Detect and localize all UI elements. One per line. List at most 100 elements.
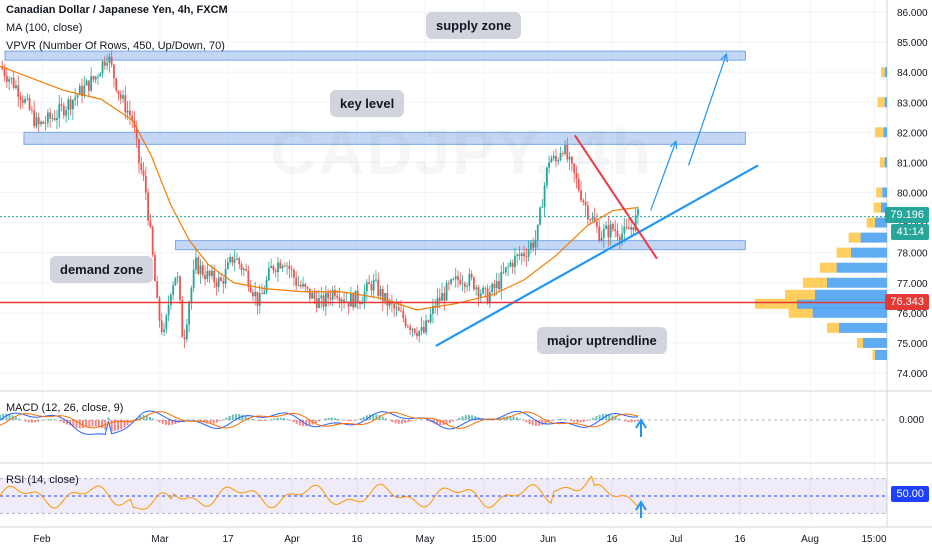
candle-body <box>256 291 259 306</box>
ma-indicator-label[interactable]: MA (100, close) <box>6 22 83 34</box>
candle-body <box>607 225 610 238</box>
macd-histogram-bar <box>65 420 68 425</box>
macd-histogram-bar <box>531 420 534 426</box>
macd-histogram-bar <box>464 415 467 420</box>
vpvr-down-bar <box>877 97 885 108</box>
macd-histogram-bar <box>14 416 17 420</box>
macd-histogram-bar <box>445 420 448 425</box>
candle-body <box>411 328 414 330</box>
macd-histogram-bar <box>343 420 346 421</box>
candle-body <box>304 283 307 288</box>
price-tick-label: 74.000 <box>897 369 928 380</box>
vpvr-down-bar <box>836 247 851 258</box>
macd-histogram-bar <box>139 416 142 420</box>
candle-body <box>511 262 514 267</box>
macd-histogram-bar <box>18 418 21 420</box>
candle-body <box>600 237 603 241</box>
candle-body <box>293 269 295 278</box>
candle-body <box>185 324 188 340</box>
time-tick-label: 15:00 <box>861 534 886 545</box>
candle-body <box>142 170 145 176</box>
candle-body <box>295 277 298 286</box>
candle-body <box>502 271 505 273</box>
macd-histogram-bar <box>579 420 582 423</box>
macd-label[interactable]: MACD (12, 26, close, 9) <box>6 402 124 414</box>
macd-histogram-bar <box>327 417 330 420</box>
candle-body <box>632 226 635 231</box>
candle-body <box>90 76 93 91</box>
candle-body <box>17 85 20 97</box>
candle-body <box>140 163 143 171</box>
candle-body <box>49 112 52 119</box>
candle-body <box>550 158 553 163</box>
macd-histogram-bar <box>209 420 212 424</box>
time-tick-label: Aug <box>801 534 819 545</box>
candle-body <box>74 97 77 100</box>
vpvr-up-bar <box>839 322 887 333</box>
vpvr-down-bar <box>803 277 827 288</box>
macd-histogram-bar <box>241 414 244 420</box>
price-tick-label: 85.000 <box>897 38 928 49</box>
time-tick-label: Jul <box>670 534 683 545</box>
candle-body <box>149 220 152 227</box>
candle-body <box>379 289 382 297</box>
candle-body <box>151 226 154 255</box>
candle-body <box>322 295 325 307</box>
candle-body <box>507 266 510 268</box>
candle-body <box>154 254 156 282</box>
macd-histogram-bar <box>0 414 1 420</box>
candle-body <box>457 276 459 281</box>
candle-body <box>568 157 571 160</box>
macd-histogram-bar <box>40 420 43 421</box>
candle-body <box>516 254 519 256</box>
annotation-lines <box>0 52 887 347</box>
rsi-label[interactable]: RSI (14, close) <box>6 474 79 486</box>
price-tick-label: 83.000 <box>897 98 928 109</box>
candle-body <box>614 229 617 232</box>
candle-body <box>242 268 245 270</box>
candle-body <box>94 76 97 80</box>
macd-histogram-bar <box>544 420 547 424</box>
vpvr-histogram <box>755 67 887 360</box>
candle-body <box>397 307 400 311</box>
candle-body <box>188 303 191 325</box>
time-tick-label: 16 <box>734 534 746 545</box>
macd-histogram-bar <box>381 416 384 420</box>
macd-histogram-bar <box>391 420 394 422</box>
vpvr-down-bar <box>755 298 797 309</box>
candle-body <box>167 304 170 316</box>
vpvr-down-bar <box>879 157 885 168</box>
macd-histogram-bar <box>5 413 8 420</box>
candle-body <box>616 231 619 237</box>
candle-body <box>299 284 302 287</box>
macd-histogram-bar <box>509 416 512 420</box>
candle-body <box>479 293 482 297</box>
candle-body <box>468 274 471 286</box>
macd-histogram-bar <box>107 417 110 420</box>
candle-body <box>174 277 177 286</box>
macd-histogram-bar <box>222 419 225 420</box>
candle-body <box>72 99 74 110</box>
candle-body <box>575 173 578 179</box>
macd-histogram-bar <box>235 414 238 420</box>
candle-body <box>445 283 448 301</box>
macd-histogram-bar <box>101 420 104 429</box>
candle-body <box>272 266 275 271</box>
candle-body <box>12 78 15 88</box>
ma-100-line <box>0 65 639 311</box>
macd-histogram-bar <box>168 420 171 426</box>
candle-body <box>354 290 357 308</box>
candle-body <box>527 249 530 257</box>
macd-histogram-bar <box>346 420 349 422</box>
vpvr-down-bar <box>881 67 885 78</box>
macd-histogram-bar <box>148 416 151 420</box>
macd-histogram-bar <box>37 420 40 422</box>
candle-body <box>110 56 113 65</box>
candle-body <box>384 293 386 302</box>
candle-body <box>534 239 537 248</box>
time-tick-label: Mar <box>151 534 169 545</box>
vpvr-indicator-label[interactable]: VPVR (Number Of Rows, 450, Up/Down, 70) <box>6 40 225 52</box>
candle-body <box>580 190 582 201</box>
candle-body <box>106 62 108 66</box>
macd-histogram-bar <box>576 420 579 423</box>
